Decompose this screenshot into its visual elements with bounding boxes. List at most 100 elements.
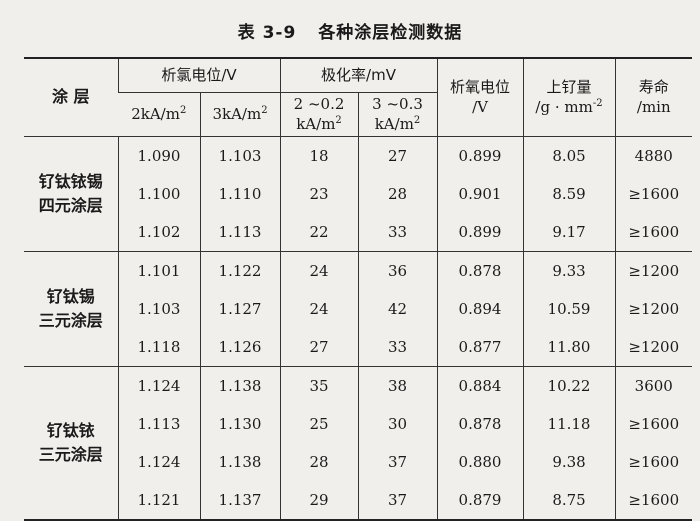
header-ru-loading-unit: /g · mm [535, 98, 593, 117]
table-cell: 28 [357, 174, 438, 213]
table-cell: 1.127 [199, 289, 281, 328]
table-cell: 1.113 [199, 212, 281, 251]
table-row: 1.121 1.137 29 37 0.879 8.75 ≥1600 [24, 480, 693, 521]
header-coating: 涂 层 [24, 57, 118, 137]
table-cell: 1.138 [199, 442, 281, 481]
table-cell: 18 [279, 136, 359, 175]
table-cell: 33 [357, 212, 438, 251]
table-title: 表 3-9 各种涂层检测数据 [0, 18, 700, 43]
header-2ka-label: 2kA/m [131, 104, 180, 123]
table-cell: 23 [279, 174, 359, 213]
table-cell: 0.879 [436, 480, 524, 521]
coating-name-line1: 钌钛铱 [46, 420, 95, 440]
header-pol-b-top: 3 ~0.3 [372, 94, 423, 113]
header-pol-a-top: 2 ~0.2 [293, 94, 345, 113]
table-cell: 0.878 [436, 250, 524, 290]
coating-name: 钌钛锡 三元涂层 [24, 250, 118, 366]
table-cell: 1.138 [199, 365, 281, 405]
table-cell: 35 [279, 365, 359, 405]
table-cell: 37 [357, 442, 438, 481]
table-row: 1.124 1.138 28 37 0.880 9.38 ≥1600 [24, 442, 693, 481]
header-life-unit: /min [636, 98, 671, 117]
table-cell: 27 [279, 327, 359, 366]
table-row: 1.102 1.113 22 33 0.899 9.17 ≥1600 [24, 212, 693, 251]
table-row: 钌钛铱锡 四元涂层 1.090 1.103 18 27 0.899 8.05 4880 [24, 136, 693, 215]
header-3ka: 3kA/m2 [199, 92, 281, 137]
table-cell: 0.880 [436, 442, 524, 481]
header-ru-loading-sup: -2 [592, 98, 603, 110]
table-cell: 1.103 [117, 289, 200, 328]
table-cell: 8.59 [522, 174, 616, 213]
header-life: 寿命/min [614, 57, 693, 137]
table-cell: 36 [357, 250, 438, 290]
coating-name: 钌钛铱锡 四元涂层 [24, 136, 118, 251]
table-cell: 28 [279, 442, 359, 481]
header-2ka: 2kA/m2 [118, 92, 200, 137]
table-cell: 0.877 [436, 327, 524, 366]
coating-name-line2: 三元涂层 [38, 310, 103, 330]
table-cell: 0.899 [436, 212, 524, 251]
table-cell: 1.101 [117, 250, 200, 290]
table-cell: 4880 [614, 136, 693, 175]
table-row: 1.103 1.127 24 42 0.894 10.59 ≥1200 [24, 289, 693, 328]
table-cell: 1.090 [117, 136, 200, 175]
header-pol-a-bottom: kA/m [296, 115, 336, 133]
header-pol-a: 2 ~0.2 kA/m2 [279, 92, 359, 137]
table-cell: 1.137 [199, 480, 281, 521]
table-cell: 25 [279, 404, 359, 443]
coating-data-table: 涂 层 析氯电位/V 极化率/mV 析氧电位/V 上钌量/g · mm-2 寿命… [24, 57, 693, 521]
table-cell: 9.33 [522, 250, 616, 290]
table-cell: 9.38 [522, 442, 616, 481]
table-cell: 10.22 [522, 365, 616, 405]
table-cell: 8.05 [522, 136, 616, 175]
table-cell: 1.122 [199, 250, 281, 290]
header-oxygen-potential: 析氧电位/V [436, 57, 524, 137]
table-cell: 22 [279, 212, 359, 251]
table-cell: 3600 [614, 365, 693, 405]
sup: 2 [261, 104, 268, 116]
table-number: 表 3-9 [237, 23, 297, 43]
sup: 2 [413, 115, 421, 126]
table-caption: 各种涂层检测数据 [318, 23, 463, 43]
table-cell: 1.113 [117, 404, 200, 443]
table-cell: 10.59 [522, 289, 616, 328]
table-cell: 30 [357, 404, 438, 443]
table-cell: ≥1200 [614, 289, 693, 328]
table-cell: 1.110 [199, 174, 281, 213]
header-oxygen-potential-unit: /V [472, 98, 488, 117]
header-chlorine-potential: 析氯电位/V [117, 57, 281, 93]
sup: 2 [179, 104, 187, 116]
table-cell: 38 [357, 365, 438, 405]
table-cell: 24 [279, 289, 359, 328]
table-row: 1.118 1.126 27 33 0.877 11.80 ≥1200 [24, 327, 693, 366]
table-cell: 1.124 [117, 365, 200, 405]
table-cell: 29 [279, 480, 359, 521]
table-cell: 33 [357, 327, 438, 366]
table-cell: ≥1200 [614, 327, 693, 366]
header-ru-loading: 上钌量/g · mm-2 [522, 57, 616, 137]
table-cell: 1.124 [117, 442, 200, 481]
coating-name-line2: 三元涂层 [38, 444, 103, 464]
table-cell: 11.80 [522, 327, 616, 366]
table-cell: ≥1600 [614, 442, 693, 481]
table-cell: 0.894 [436, 289, 524, 328]
header-polarization: 极化率/mV [279, 57, 438, 93]
table-cell: 1.103 [199, 136, 281, 175]
table-cell: 1.130 [199, 404, 281, 443]
table-cell: 24 [279, 250, 359, 290]
table-cell: ≥1600 [614, 480, 693, 521]
header-pol-b: 3 ~0.3 kA/m2 [357, 92, 438, 137]
table-row: 1.100 1.110 23 28 0.901 8.59 ≥1600 [24, 174, 693, 213]
table-cell: ≥1600 [614, 212, 693, 251]
table-cell: 1.100 [117, 174, 200, 213]
table-row: 钌钛锡 三元涂层 1.101 1.122 24 36 0.878 9.33 ≥1200 [24, 250, 693, 366]
table-cell: 1.102 [117, 212, 200, 251]
table-row: 1.113 1.130 25 30 0.878 11.18 ≥1600 [24, 404, 693, 443]
table-cell: ≥1600 [614, 174, 693, 213]
coating-name-line2: 四元涂层 [38, 195, 103, 215]
table-cell: 37 [357, 480, 438, 521]
coating-name-line1: 钌钛锡 [46, 286, 95, 306]
table-cell: ≥1600 [614, 404, 693, 443]
header-life-label: 寿命 [638, 78, 669, 96]
header-pol-b-bottom: kA/m [374, 115, 414, 133]
